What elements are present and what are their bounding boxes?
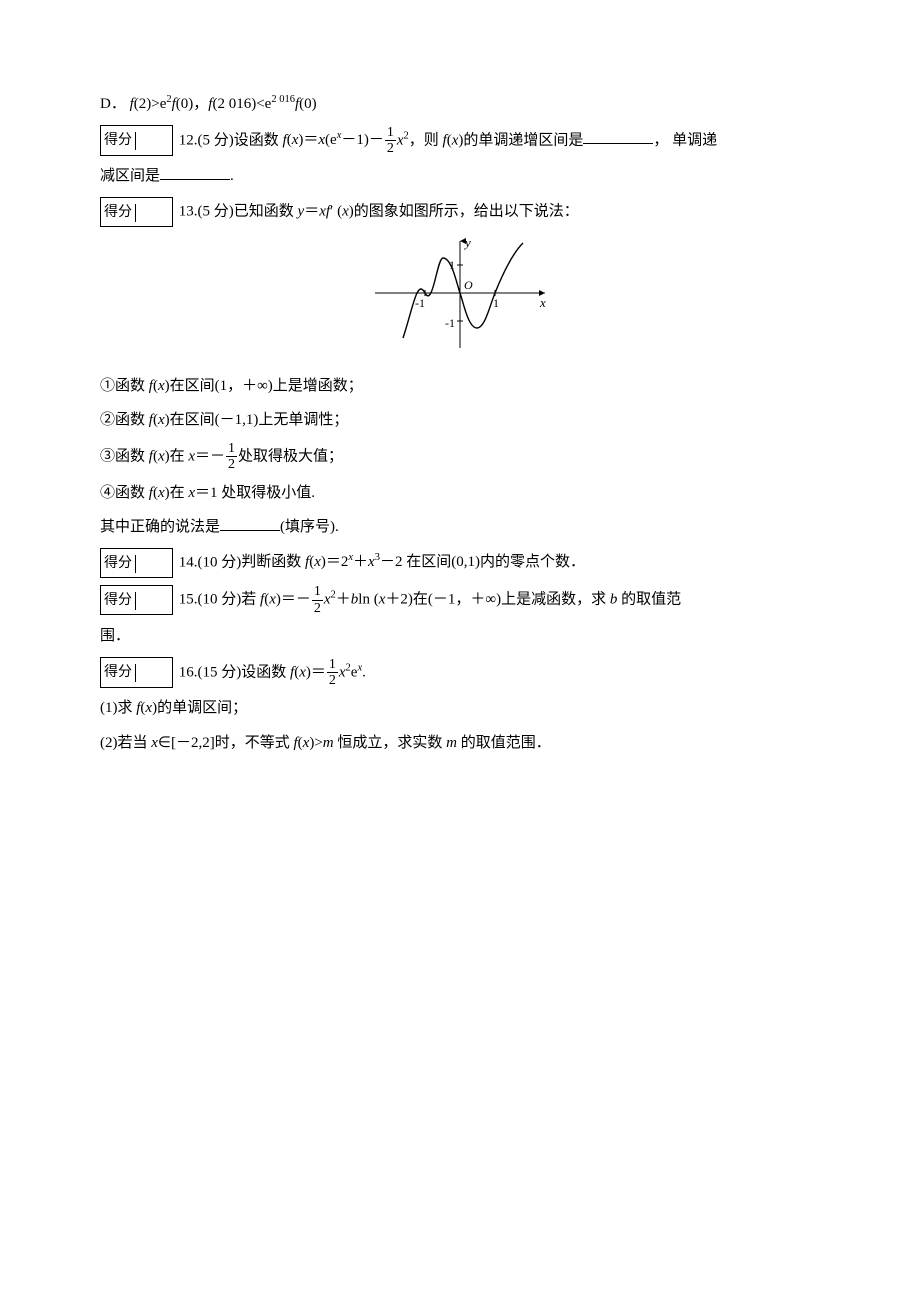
blank-inc-interval (583, 129, 653, 144)
score-field (136, 126, 172, 144)
score-field-14 (136, 549, 172, 567)
q13-s3-frac: 12 (226, 441, 237, 473)
q13-s3: ③函数 f(x)在 x＝－12处取得极大值； (100, 441, 820, 473)
origin-label: O (464, 278, 473, 292)
sup2: 2 016 (271, 94, 295, 105)
q16-pts: (15 分) (198, 664, 242, 680)
score-box-16: 得分 (100, 657, 173, 688)
xm1-label: -1 (415, 296, 425, 310)
q12-x: x (397, 132, 404, 148)
score-label-15: 得分 (101, 592, 136, 610)
score-box: 得分 (100, 125, 173, 156)
score-box-14: 得分 (100, 548, 173, 579)
q12-tail1: ，则 f(x)的单调递增区间是 (409, 132, 584, 148)
y-label: y (463, 235, 471, 250)
q13-graph-svg: x y O -1 1 1 -1 (365, 233, 555, 353)
q12-frac: 12 (385, 125, 396, 157)
score-box-15: 得分 (100, 585, 173, 616)
t2: (0)， (176, 96, 209, 112)
q12-line1: 得分 12.(5 分)设函数 f(x)＝x(ex－1)－12x2，则 f(x)的… (100, 125, 820, 157)
q15-frac: 12 (312, 584, 323, 616)
score-label-13: 得分 (101, 204, 136, 222)
q15-num: 15. (179, 592, 198, 608)
q15-line2: 围． (100, 622, 820, 651)
option-d-line: D． f(2)>e2f(0)，f(2 016)<e2 016f(0) (100, 90, 820, 119)
score-field-16 (136, 658, 172, 676)
blank-answer (220, 516, 280, 531)
score-field-15 (136, 586, 172, 604)
q16-p2: (2)若当 x∈[－2,2]时，不等式 f(x)>m 恒成立，求实数 m 的取值… (100, 729, 820, 758)
q16-p1: (1)求 f(x)的单调区间； (100, 694, 820, 723)
t1: (2)>e (134, 96, 167, 112)
x-label: x (539, 295, 546, 310)
score-label-14: 得分 (101, 555, 136, 573)
q12-fx-rest: (x)＝x(ex－1)－ (287, 132, 384, 148)
q16-num: 16. (179, 664, 198, 680)
blank-dec-interval (160, 165, 230, 180)
curve (403, 243, 523, 338)
q14-pts: (10 分) (198, 554, 242, 570)
q16-frac: 12 (327, 657, 338, 689)
option-d-label: D． (100, 96, 126, 112)
q13-s1: ①函数 f(x)在区间(1，＋∞)上是增函数； (100, 372, 820, 401)
q16-x: x (339, 664, 346, 680)
q13-concl-pre: 其中正确的说法是 (100, 519, 220, 535)
q16-line1: 得分 16.(15 分)设函数 f(x)＝12x2ex. (100, 657, 820, 689)
q12-line2: 减区间是. (100, 162, 820, 191)
q14-num: 14. (179, 554, 198, 570)
q15-x: x (324, 592, 331, 608)
q13-num: 13. (179, 204, 198, 220)
q12-tail2: ， 单调递 (653, 132, 717, 148)
t4: (0) (299, 96, 317, 112)
q15-text: 若 f(x)＝－ (241, 592, 311, 608)
t3: (2 016)<e (212, 96, 271, 112)
q13-s3-pre: ③函数 f(x)在 x＝－ (100, 448, 225, 464)
q13-concl: 其中正确的说法是 (填序号). (100, 513, 820, 542)
q13-text: 已知函数 y＝xf′ (x)的图象如图所示，给出以下说法： (234, 204, 579, 220)
q13-s4: ④函数 f(x)在 x＝1 处取得极小值. (100, 479, 820, 508)
q13-line1: 得分 13.(5 分)已知函数 y＝xf′ (x)的图象如图所示，给出以下说法： (100, 197, 820, 228)
q12-num: 12. (179, 132, 198, 148)
q13-pts: (5 分) (198, 204, 234, 220)
q13-s3-post: 处取得极大值； (238, 448, 343, 464)
q12-period: . (230, 168, 234, 184)
q12-line2-txt: 减区间是 (100, 168, 160, 184)
q13-concl-post: (填序号). (280, 519, 339, 535)
score-label-16: 得分 (101, 664, 136, 682)
score-box-13: 得分 (100, 197, 173, 228)
q13-s2: ②函数 f(x)在区间(－1,1)上无单调性； (100, 406, 820, 435)
q16-period: . (362, 664, 366, 680)
q13-graph: x y O -1 1 1 -1 (100, 233, 820, 364)
q14-text: 判断函数 f(x)＝2x＋x3－2 在区间(0,1)内的零点个数． (241, 554, 585, 570)
xp1-label: 1 (493, 296, 499, 310)
q15-line1: 得分 15.(10 分)若 f(x)＝－12x2＋bln (x＋2)在(－1，＋… (100, 584, 820, 616)
q12-pts: (5 分) (198, 132, 234, 148)
ym1-label: -1 (445, 316, 455, 330)
score-label: 得分 (101, 132, 136, 150)
q15-pts: (10 分) (198, 592, 242, 608)
q16-pre: 设函数 f(x)＝ (241, 664, 326, 680)
score-field-13 (136, 198, 172, 216)
q15-after: ＋bln (x＋2)在(－1，＋∞)上是减函数，求 b 的取值范 (336, 592, 681, 608)
q14-line: 得分 14.(10 分)判断函数 f(x)＝2x＋x3－2 在区间(0,1)内的… (100, 548, 820, 579)
q12-pre: 设函数 (234, 132, 283, 148)
